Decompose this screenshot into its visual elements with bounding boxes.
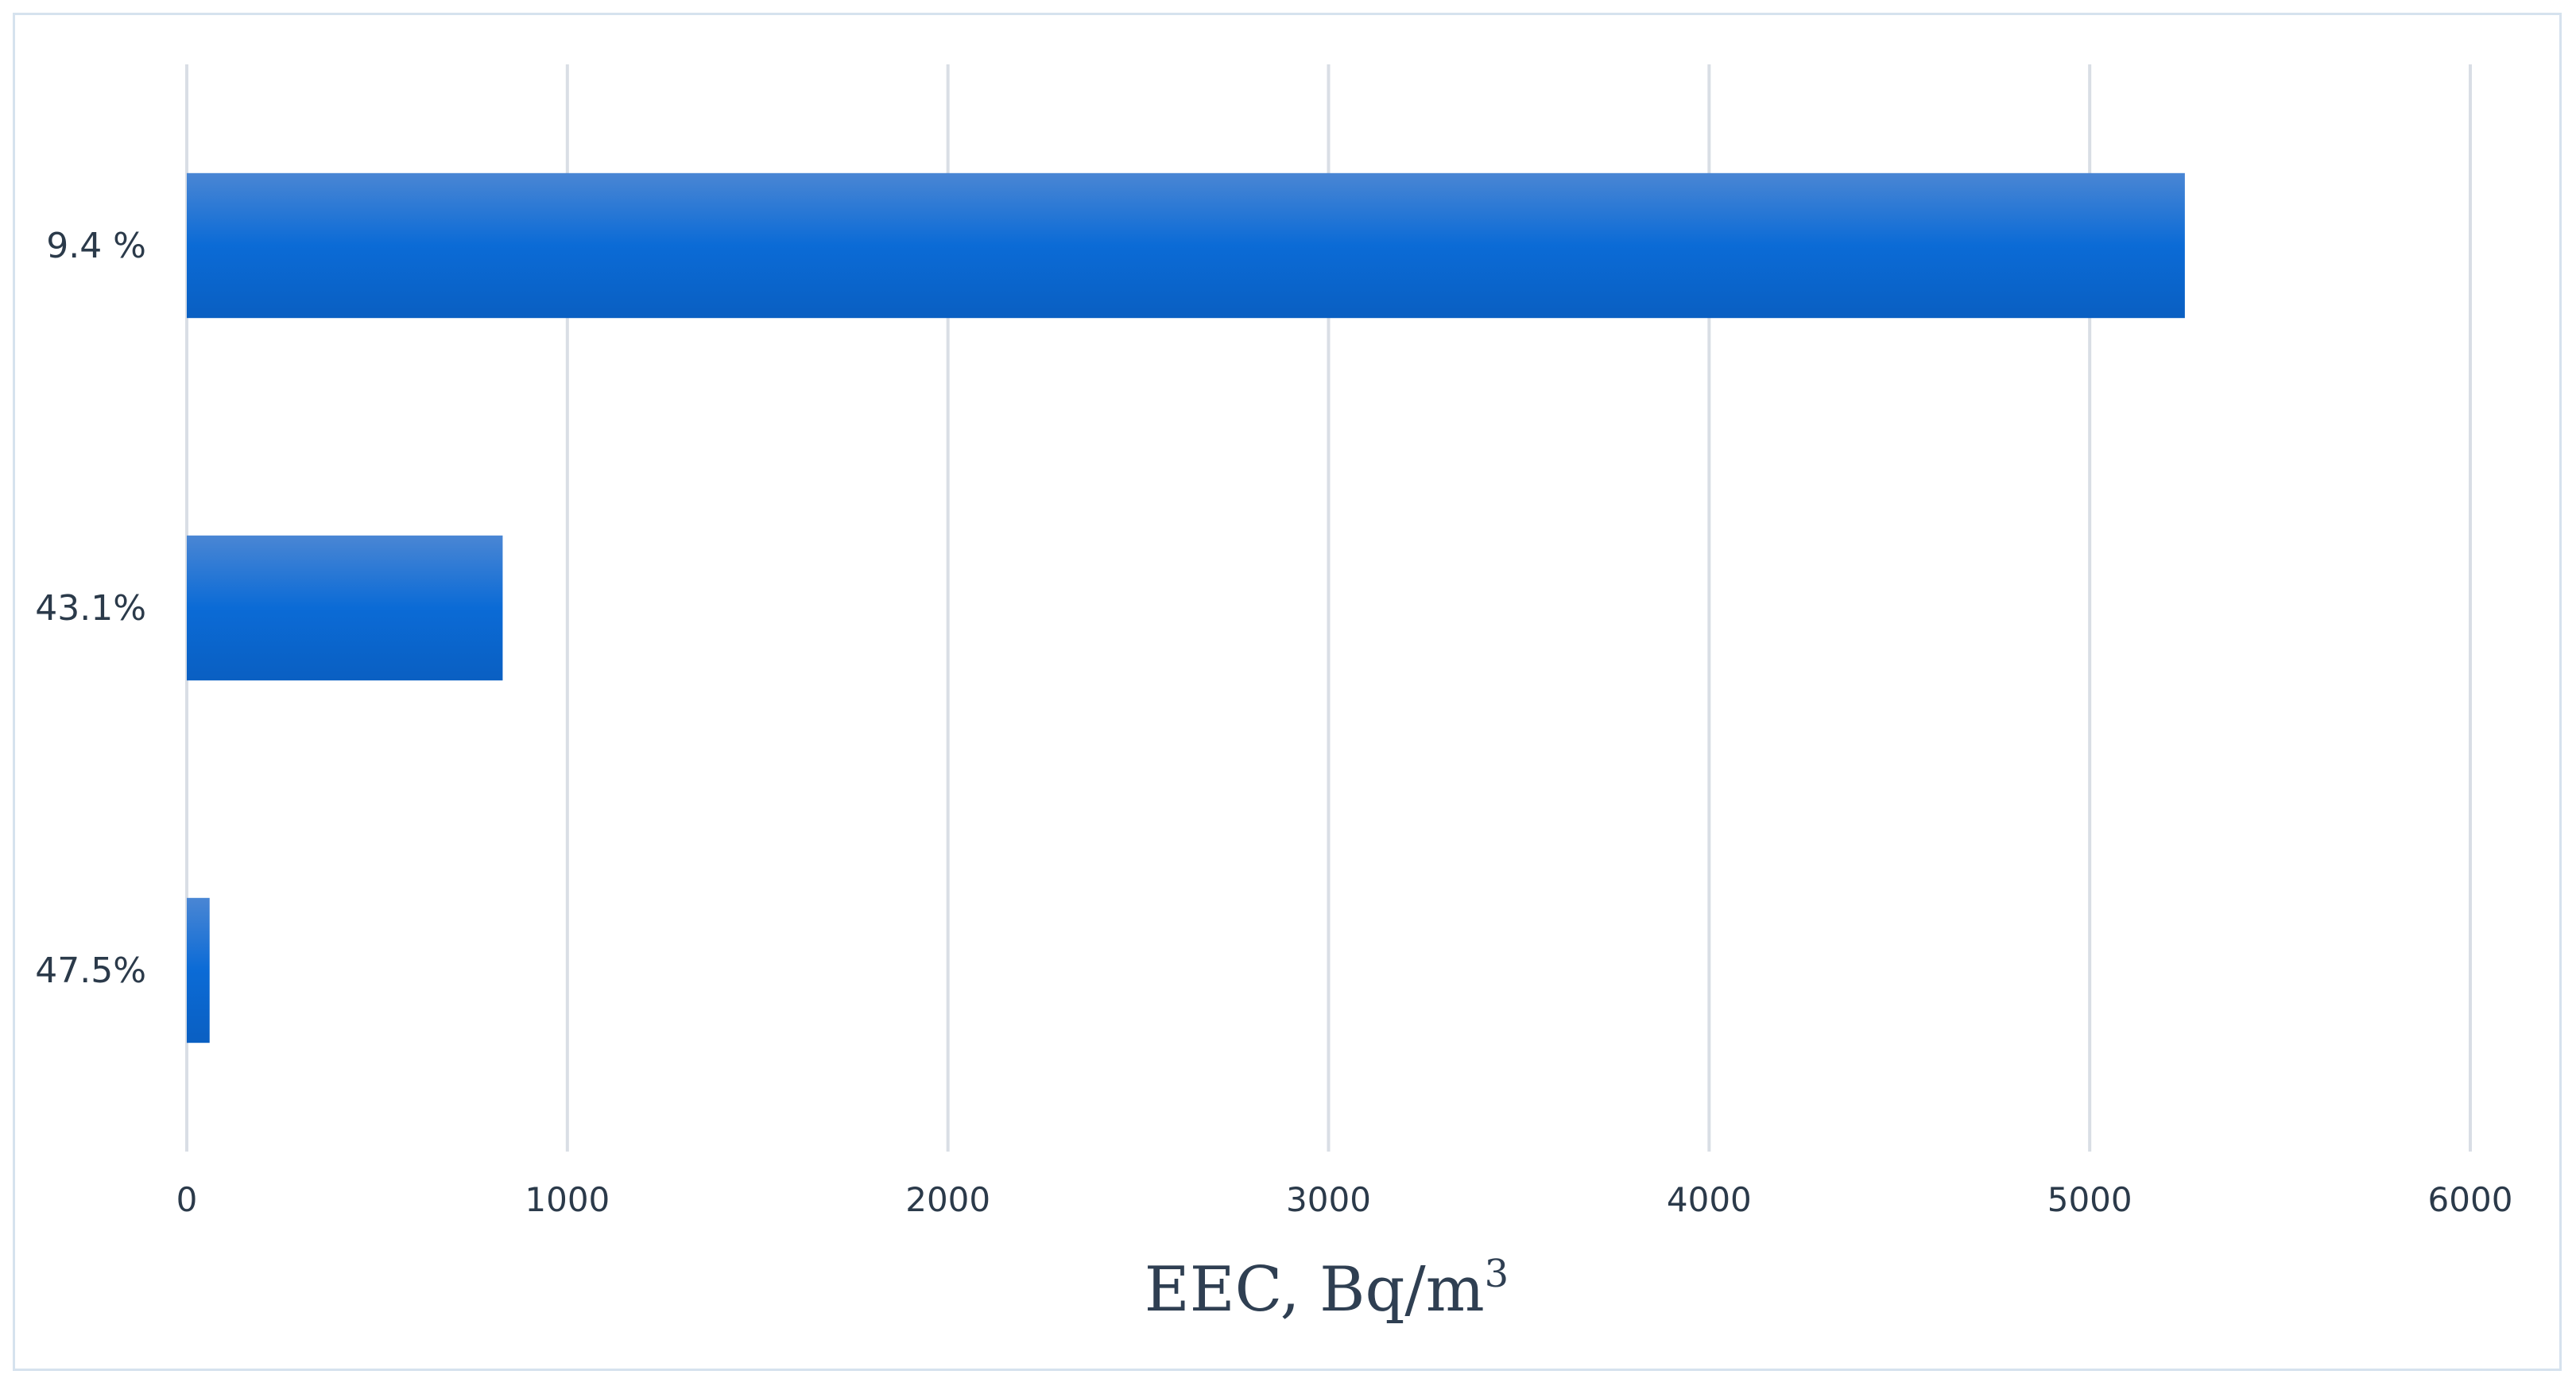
x-axis-title: EEC, Bq/m3 xyxy=(1145,1252,1509,1326)
x-tick-labels: 0 1000 2000 3000 4000 5000 6000 xyxy=(176,1180,2513,1219)
x-axis-title-superscript: 3 xyxy=(1485,1252,1509,1296)
chart-frame: 9.4 % 43.1% 47.5% 0 1000 2000 3000 4000 5000 600… xyxy=(13,13,2562,1371)
x-tick-label-2: 2000 xyxy=(905,1180,990,1219)
category-labels: 9.4 % 43.1% 47.5% xyxy=(35,226,146,991)
x-axis-title-text: EEC, Bq/m xyxy=(1145,1254,1485,1326)
x-tick-label-0: 0 xyxy=(176,1180,198,1219)
x-tick-label-4: 4000 xyxy=(1667,1180,1752,1219)
category-label-0: 9.4 % xyxy=(46,226,146,266)
bar-2 xyxy=(187,897,210,1043)
bar-0 xyxy=(187,172,2185,319)
x-tick-label-6: 6000 xyxy=(2428,1180,2513,1219)
bars xyxy=(187,172,2185,1043)
category-label-2: 47.5% xyxy=(35,951,146,991)
x-tick-label-5: 5000 xyxy=(2047,1180,2132,1219)
bar-1 xyxy=(187,535,503,681)
x-tick-label-3: 3000 xyxy=(1286,1180,1371,1219)
x-tick-label-1: 1000 xyxy=(525,1180,610,1219)
category-label-1: 43.1% xyxy=(35,588,146,629)
bar-chart: 9.4 % 43.1% 47.5% 0 1000 2000 3000 4000 5000 600… xyxy=(35,64,2513,1326)
